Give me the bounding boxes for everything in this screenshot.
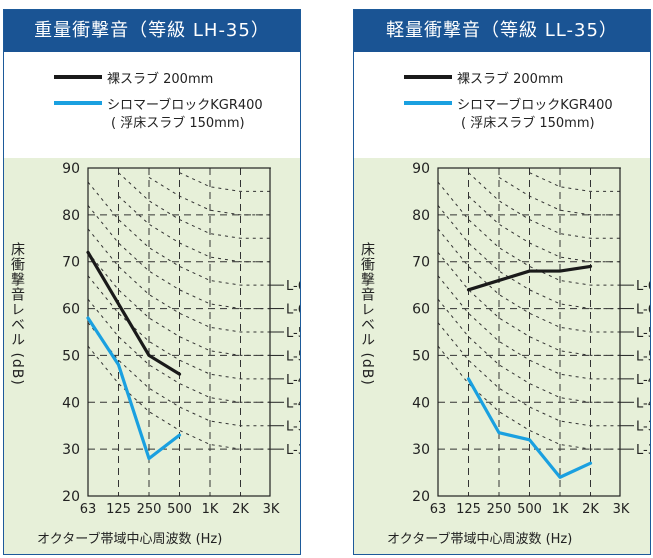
curve-label: L-60 — [636, 303, 650, 318]
curve-label: L-65 — [286, 279, 300, 294]
reference-curve — [87, 205, 271, 310]
curve-label: L-35 — [286, 420, 300, 435]
y-tick-label: 30 — [412, 442, 430, 458]
reference-curve — [437, 345, 621, 450]
curve-label: L-55 — [286, 326, 300, 341]
x-tick-label: 2K — [582, 502, 599, 517]
legend-sublabel: ( 浮床スラブ 150mm) — [461, 116, 595, 131]
x-tick-label: 250 — [137, 502, 162, 517]
x-tick-label: 2K — [232, 502, 249, 517]
plot-area-background — [354, 158, 650, 554]
reference-curve — [529, 172, 621, 192]
curve-label: L-45 — [286, 373, 300, 388]
legend-swatch — [54, 101, 102, 105]
x-axis-title: オクターブ帯域中心周波数 (Hz) — [37, 532, 223, 547]
curve-label: L-30 — [286, 443, 300, 458]
x-tick-label: 250 — [487, 502, 512, 517]
reference-curve — [87, 345, 271, 450]
curve-label: L-55 — [636, 326, 650, 341]
y-tick-label: 50 — [412, 348, 430, 364]
x-tick-label: 63 — [430, 502, 447, 517]
curve-label: L-65 — [636, 279, 650, 294]
curve-label: L-50 — [286, 349, 300, 364]
curve-label: L-60 — [286, 303, 300, 318]
reference-curve — [437, 298, 621, 403]
reference-curve — [87, 252, 271, 356]
reference-curve — [87, 181, 271, 286]
reference-curve — [468, 195, 621, 263]
y-tick-label: 70 — [62, 255, 80, 271]
reference-curve — [468, 172, 621, 239]
panel-title: 重量衝撃音（等級 LH-35） — [4, 10, 300, 52]
series-line-bare-slab — [86, 250, 182, 376]
light-impact-chart: L-65 L-60 L-55 L-50 L-45 L-40 L-35 L-30 20 30 40 50… — [412, 161, 650, 517]
heavy-impact-chart: L-65 L-60 L-55 L-50 L-45 L-40 L-35 L-30 20 30 40 50… — [62, 161, 300, 517]
legend-swatch — [404, 75, 452, 79]
x-axis-title: オクターブ帯域中心周波数 (Hz) — [387, 532, 573, 547]
y-tick-label: 20 — [412, 489, 430, 505]
reference-curve — [437, 181, 621, 286]
x-tick-label: 3K — [613, 502, 630, 517]
reference-curve — [148, 176, 271, 216]
y-tick-label: 60 — [62, 302, 80, 318]
reference-curve — [437, 228, 621, 333]
curve-label: L-30 — [636, 443, 650, 458]
y-tick-label: 80 — [412, 208, 430, 224]
curve-label: L-40 — [286, 396, 300, 411]
reference-curve — [498, 176, 621, 216]
heavy-impact-panel: 重量衝撃音（等級 LH-35） 裸スラブ 200mm シロマーブロックKGR40… — [3, 9, 301, 555]
reference-curve — [87, 298, 271, 403]
y-tick-label: 90 — [412, 161, 430, 177]
curve-label: L-35 — [636, 420, 650, 435]
y-tick-label: 20 — [62, 489, 80, 505]
legend-swatch — [404, 101, 452, 105]
reference-curve — [87, 228, 271, 333]
legend: 裸スラブ 200mm シロマーブロックKGR400 ( 浮床スラブ 150mm) — [4, 52, 300, 158]
y-axis-title: 床衝撃音レベル (dB) — [359, 242, 375, 386]
reference-curve — [179, 172, 271, 192]
series-line-floating-floor — [86, 316, 182, 461]
curve-label: L-50 — [636, 349, 650, 364]
legend-label: シロマーブロックKGR400 — [457, 98, 613, 113]
x-tick-label: 125 — [106, 502, 131, 517]
y-axis-title: 床衝撃音レベル (dB) — [9, 242, 25, 386]
y-tick-label: 40 — [412, 395, 430, 411]
x-tick-label: 63 — [80, 502, 97, 517]
reference-curve — [437, 275, 621, 380]
legend-label: シロマーブロックKGR400 — [107, 98, 263, 113]
reference-curve — [437, 205, 621, 310]
y-tick-label: 80 — [62, 208, 80, 224]
reference-curve — [118, 172, 271, 239]
y-tick-label: 70 — [412, 255, 430, 271]
legend: 裸スラブ 200mm シロマーブロックKGR400 ( 浮床スラブ 150mm) — [354, 52, 650, 158]
reference-curve — [87, 275, 271, 380]
x-tick-label: 500 — [517, 502, 542, 517]
curve-label: L-45 — [636, 373, 650, 388]
legend-swatch — [54, 75, 102, 79]
legend-sublabel: ( 浮床スラブ 150mm) — [111, 116, 245, 131]
x-tick-label: 1K — [552, 502, 569, 517]
legend-label: 裸スラブ 200mm — [107, 72, 214, 87]
panel-title: 軽量衝撃音（等級 LL-35） — [354, 10, 650, 52]
y-tick-label: 90 — [62, 161, 80, 177]
y-tick-label: 30 — [62, 442, 80, 458]
x-tick-label: 3K — [263, 502, 280, 517]
reference-curve — [118, 195, 271, 263]
y-tick-label: 60 — [412, 302, 430, 318]
x-tick-label: 500 — [167, 502, 192, 517]
x-tick-label: 1K — [202, 502, 219, 517]
y-tick-label: 40 — [62, 395, 80, 411]
reference-curve — [87, 322, 271, 427]
light-impact-panel: 軽量衝撃音（等級 LL-35） 裸スラブ 200mm シロマーブロックKGR40… — [353, 9, 651, 555]
legend-label: 裸スラブ 200mm — [457, 72, 564, 87]
reference-curve — [437, 322, 621, 427]
reference-curve — [437, 252, 621, 356]
curve-label: L-40 — [636, 396, 650, 411]
y-tick-label: 50 — [62, 348, 80, 364]
x-tick-label: 125 — [456, 502, 481, 517]
